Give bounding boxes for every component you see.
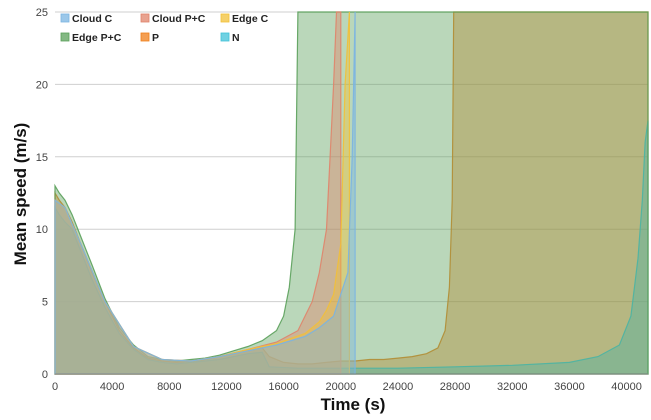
x-tick-labels: 0 4000 8000 12000 16000 20000 24000 28000 32000 3…: [52, 381, 642, 393]
x-tick-label-2: 8000: [157, 381, 181, 393]
legend-swatch-cloud-c: [60, 13, 70, 23]
legend-label-cloud-p-c: Cloud P+C: [152, 13, 206, 25]
x-tick-label-0: 0: [52, 381, 58, 393]
legend-label-edge-p-c: Edge P+C: [72, 32, 122, 44]
legend-label-edge-c: Edge C: [232, 13, 269, 25]
y-tick-label-5: 25: [36, 7, 48, 19]
gridlines: [55, 11, 648, 303]
y-tick-label-4: 20: [36, 79, 48, 91]
series-areas: [54, 11, 649, 375]
x-tick-label-7: 28000: [440, 381, 471, 393]
legend-swatch-edge-p-c: [60, 32, 70, 42]
legend-swatch-n: [220, 32, 230, 42]
series-area-edge-p-c: [54, 11, 649, 375]
series-area-n: [54, 120, 649, 375]
series-area-cloud-c: [54, 11, 356, 375]
legend-label-p: P: [152, 32, 159, 44]
y-tick-label-1: 5: [42, 297, 48, 309]
x-tick-label-3: 12000: [211, 381, 242, 393]
legend-label-cloud-c: Cloud C: [72, 13, 113, 25]
y-axis-label: Mean speed (m/s): [11, 123, 30, 266]
x-tick-label-6: 24000: [383, 381, 414, 393]
x-tick-label-10: 40000: [611, 381, 642, 393]
x-axis-label: Time (s): [321, 395, 386, 414]
x-tick-label-8: 32000: [497, 381, 528, 393]
y-tick-label-2: 10: [36, 224, 48, 236]
legend-label-n: N: [232, 32, 240, 44]
x-tick-label-9: 36000: [554, 381, 585, 393]
x-tick-label-5: 20000: [325, 381, 356, 393]
legend: Cloud C Cloud P+C Edge C Edge P+C P N: [60, 13, 269, 44]
legend-swatch-edge-c: [220, 13, 230, 23]
y-tick-label-0: 0: [42, 369, 48, 381]
y-tick-labels: 0 5 10 15 20 25: [36, 7, 48, 381]
legend-swatch-cloud-p-c: [140, 13, 150, 23]
x-tick-label-4: 16000: [268, 381, 299, 393]
y-tick-label-3: 15: [36, 152, 48, 164]
legend-swatch-p: [140, 32, 150, 42]
x-tick-label-1: 4000: [100, 381, 124, 393]
